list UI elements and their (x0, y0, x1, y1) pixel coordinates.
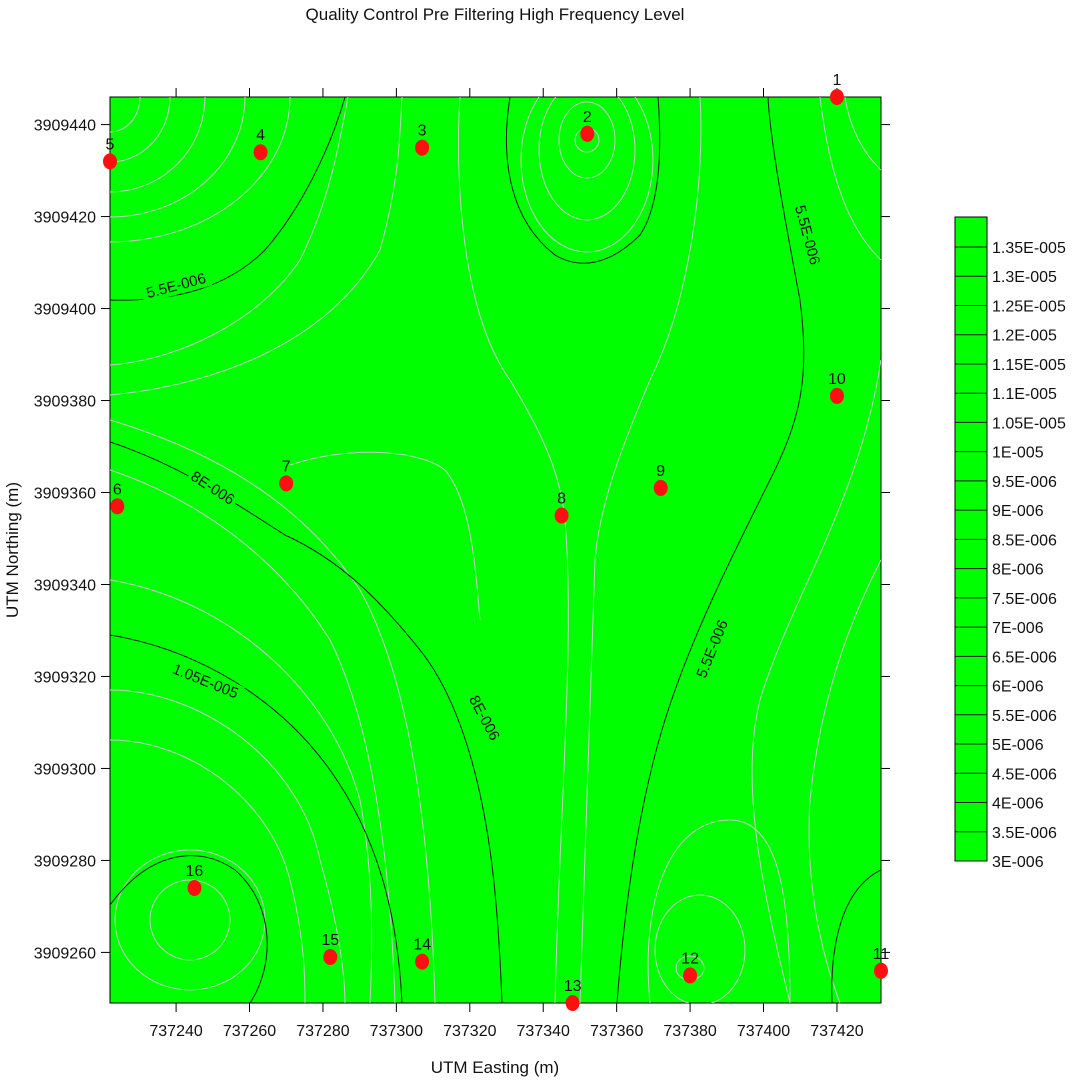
sample-point-label: 8 (557, 491, 566, 508)
sample-point-16 (187, 880, 202, 897)
legend-level-label: 9E-006 (992, 503, 1044, 520)
x-tick-label: 737340 (517, 1023, 570, 1040)
x-tick-label: 737380 (663, 1023, 716, 1040)
sample-point-15 (323, 949, 338, 966)
contour-1p05e-5 (110, 634, 403, 1003)
sample-point-label: 5 (106, 136, 115, 153)
legend-level-label: 6E-006 (992, 679, 1044, 696)
y-tick-label: 3909440 (34, 118, 96, 135)
sample-point-2 (580, 125, 595, 142)
sample-point-4 (253, 144, 268, 161)
sample-point-8 (554, 507, 569, 524)
sample-point-label: 4 (256, 127, 265, 144)
contour-5p5e-6-top-center (505, 97, 661, 264)
x-axis-title: UTM Easting (m) (431, 1058, 559, 1077)
y-tick-label: 3909280 (34, 853, 96, 870)
legend-level-label: 1.2E-005 (992, 328, 1057, 345)
y-axis-title: UTM Northing (m) (3, 482, 22, 618)
legend-level-label: 1.15E-005 (992, 357, 1066, 374)
legend-level-label: 3E-006 (992, 854, 1044, 871)
y-tick-label: 3909420 (34, 210, 96, 227)
sample-point-11 (874, 962, 888, 979)
legend-level-label: 1.35E-005 (992, 240, 1066, 257)
contour-label-bg (165, 658, 245, 705)
y-tick-label: 3909400 (34, 302, 96, 319)
legend-level-label: 8E-006 (992, 562, 1044, 579)
sample-point-label: 1 (832, 72, 841, 89)
sample-point-label: 10 (828, 371, 846, 388)
sample-point-9 (653, 479, 668, 496)
sample-point-12 (683, 967, 698, 984)
sample-point-3 (415, 139, 430, 156)
x-tick-label: 737360 (590, 1023, 643, 1040)
legend-level-label: 7E-006 (992, 620, 1044, 637)
legend-level-label: 1.1E-005 (992, 386, 1057, 403)
y-tick-label: 3909380 (34, 394, 96, 411)
sample-point-label: 3 (418, 123, 427, 140)
sample-point-label: 6 (113, 481, 122, 498)
x-tick-label: 737300 (370, 1023, 423, 1040)
sample-point-14 (415, 953, 430, 970)
y-tick-label: 3909260 (34, 945, 96, 962)
contour-bottom-right (831, 869, 881, 1003)
sample-point-label: 15 (321, 932, 339, 949)
y-axis: 3909260 3909280 3909300 3909320 3909340 39093… (34, 118, 890, 962)
contour-inner-bottom-left (110, 855, 268, 1003)
plot-area (109, 96, 882, 1004)
legend-level-label: 5.5E-006 (992, 708, 1057, 725)
x-tick-label: 737240 (149, 1023, 202, 1040)
chart-title: Quality Control Pre Filtering High Frequ… (306, 5, 685, 24)
sample-point-label: 13 (564, 978, 582, 995)
sample-point-13 (565, 995, 580, 1011)
legend-level-label: 1E-005 (992, 445, 1044, 462)
contour-label-bg (139, 267, 213, 304)
contour-5p5e-6-right (616, 97, 805, 1003)
x-tick-label: 737420 (810, 1023, 863, 1040)
contour-label-bg (463, 689, 506, 746)
sample-point-7 (279, 475, 294, 492)
x-tick-label: 737280 (296, 1023, 349, 1040)
sample-point-label: 16 (186, 863, 204, 880)
y-tick-label: 3909300 (34, 761, 96, 778)
legend: 1.35E-005 1.3E-005 1.25E-005 1.2E-005 1.15E-… (954, 216, 1066, 871)
sample-point-1 (829, 89, 844, 105)
legend-level-label: 6.5E-006 (992, 649, 1057, 666)
y-tick-label: 3909360 (34, 486, 96, 503)
legend-level-label: 4E-006 (992, 796, 1044, 813)
sample-point-label: 14 (413, 937, 431, 954)
sample-point-label: 7 (282, 458, 291, 475)
sample-point-label: 12 (681, 950, 699, 967)
contour-label-bg (185, 465, 241, 511)
sample-point-label: 9 (656, 463, 665, 480)
legend-level-label: 5E-006 (992, 737, 1044, 754)
legend-level-label: 1.25E-005 (992, 298, 1066, 315)
x-tick-label: 737320 (443, 1023, 496, 1040)
y-tick-label: 3909320 (34, 669, 96, 686)
sample-point-10 (829, 387, 844, 404)
y-tick-label: 3909340 (34, 577, 96, 594)
x-tick-label: 737400 (737, 1023, 790, 1040)
legend-level-label: 1.05E-005 (992, 415, 1066, 432)
contour-label-bg (789, 198, 826, 272)
major-contours (110, 97, 881, 1003)
legend-level-label: 9.5E-006 (992, 474, 1057, 491)
x-axis: 737240 737260 737280 737300 737320 737340 7373… (149, 88, 864, 1040)
sample-point-label: 2 (583, 109, 592, 126)
legend-level-label: 8.5E-006 (992, 532, 1057, 549)
legend-level-label: 1.3E-005 (992, 269, 1057, 286)
x-tick-label: 737260 (223, 1023, 276, 1040)
sample-point-6 (110, 498, 125, 515)
legend-level-label: 4.5E-006 (992, 766, 1057, 783)
sample-point-label: 11 (873, 946, 890, 963)
legend-level-label: 7.5E-006 (992, 591, 1057, 608)
contour-label-bg (690, 613, 734, 685)
legend-level-label: 3.5E-006 (992, 825, 1057, 842)
sample-point-5 (103, 153, 117, 170)
